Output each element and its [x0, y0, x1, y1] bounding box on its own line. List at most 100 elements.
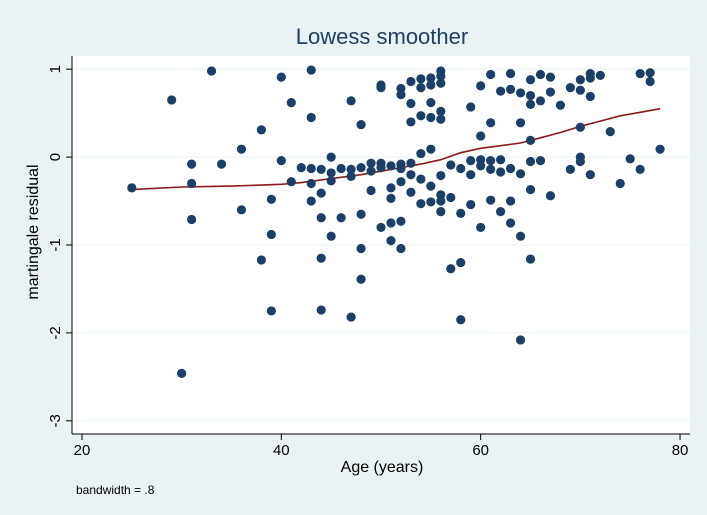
data-point — [456, 315, 466, 325]
data-point — [346, 171, 356, 182]
data-point — [426, 112, 436, 123]
data-point — [376, 222, 386, 233]
data-point — [436, 71, 446, 81]
data-point — [525, 75, 536, 85]
data-point — [316, 164, 326, 174]
data-point — [356, 119, 366, 130]
data-point — [525, 135, 536, 145]
data-point — [456, 257, 466, 268]
data-point — [416, 111, 426, 121]
scatter-points — [127, 65, 665, 378]
data-point — [436, 114, 446, 124]
data-point — [346, 312, 356, 322]
data-point — [386, 183, 396, 193]
data-point — [356, 163, 366, 173]
data-point — [545, 87, 556, 97]
data-point — [456, 208, 466, 218]
y-tick-label: -1 — [47, 238, 64, 251]
data-point — [266, 229, 276, 240]
data-point — [306, 65, 316, 75]
data-point — [187, 178, 197, 189]
data-point — [635, 164, 645, 174]
x-axis-title: Age (years) — [341, 459, 424, 476]
data-point — [316, 253, 326, 263]
data-point — [316, 213, 326, 223]
data-point — [446, 192, 456, 203]
data-point — [266, 194, 276, 204]
x-tick-label: 60 — [472, 442, 489, 459]
data-point — [615, 178, 625, 189]
data-point — [456, 163, 466, 174]
data-point — [466, 156, 476, 166]
data-point — [336, 213, 346, 223]
x-tick-label: 80 — [672, 442, 689, 459]
data-point — [416, 174, 426, 184]
data-point — [476, 81, 486, 91]
data-point — [446, 264, 456, 274]
data-point — [535, 156, 546, 166]
data-point — [426, 144, 436, 154]
data-point — [187, 214, 197, 225]
data-point — [595, 70, 605, 80]
data-point — [286, 177, 296, 187]
data-point — [256, 255, 266, 265]
data-point — [346, 96, 356, 106]
data-point — [545, 72, 556, 82]
data-point — [316, 305, 326, 315]
data-point — [436, 78, 446, 88]
data-point — [356, 274, 366, 284]
data-point — [386, 218, 396, 228]
data-point — [535, 69, 546, 80]
data-point — [356, 243, 366, 254]
data-point — [306, 112, 316, 123]
data-point — [645, 76, 655, 87]
data-point — [575, 75, 585, 85]
data-point — [326, 152, 336, 162]
data-point — [505, 218, 516, 228]
data-point — [605, 127, 615, 137]
data-point — [406, 158, 416, 168]
data-point — [496, 86, 506, 96]
data-point — [466, 102, 476, 112]
data-point — [486, 195, 496, 205]
data-point — [236, 144, 247, 154]
bandwidth-note: bandwidth = .8 — [76, 483, 155, 497]
data-point — [306, 196, 316, 206]
data-point — [565, 83, 575, 93]
data-point — [416, 148, 426, 159]
data-point — [426, 73, 436, 83]
data-point — [276, 72, 286, 82]
data-point — [476, 222, 486, 233]
data-point — [296, 163, 306, 173]
data-point — [216, 159, 227, 169]
data-point — [515, 118, 526, 128]
data-point — [396, 163, 406, 174]
data-point — [366, 185, 376, 196]
data-point — [575, 85, 585, 95]
data-point — [466, 199, 476, 210]
data-point — [206, 66, 217, 76]
y-tick-label: 1 — [47, 65, 64, 73]
data-point — [515, 169, 526, 179]
data-point — [406, 170, 416, 180]
data-point — [525, 90, 536, 101]
data-point — [466, 170, 476, 180]
data-point — [306, 163, 316, 174]
data-point — [426, 197, 436, 207]
data-point — [515, 88, 526, 98]
data-point — [476, 131, 486, 141]
y-tick-label: -3 — [47, 414, 64, 427]
data-point — [436, 196, 446, 206]
data-point — [486, 118, 496, 128]
data-point — [356, 209, 366, 219]
data-point — [127, 183, 137, 193]
data-point — [236, 205, 247, 215]
y-tick-label: -2 — [47, 326, 64, 339]
data-point — [635, 68, 645, 79]
data-point — [177, 368, 187, 378]
data-point — [187, 159, 197, 169]
data-point — [645, 68, 655, 78]
data-point — [505, 68, 516, 79]
data-point — [386, 236, 396, 246]
